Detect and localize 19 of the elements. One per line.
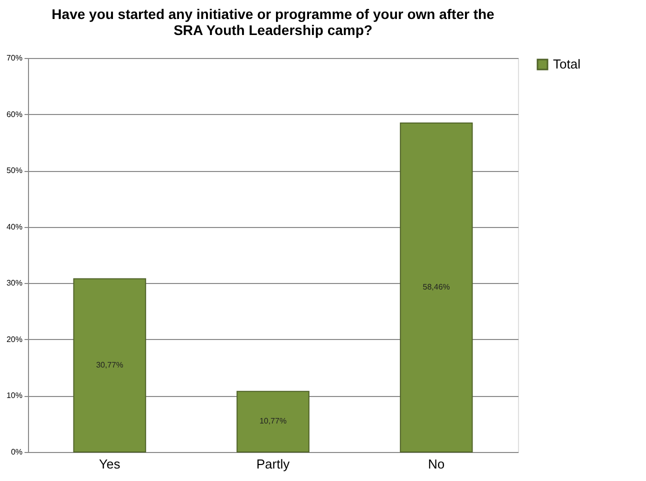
legend-label: Total xyxy=(553,56,581,72)
y-tick-label: 60% xyxy=(6,110,22,119)
y-tick-label: 70% xyxy=(6,54,22,62)
data-label: 30,77% xyxy=(96,360,124,370)
chart-title: Have you started any initiative or programme of your own after the SRA Youth Leadership camp? xyxy=(52,6,495,38)
x-tick-label: Partly xyxy=(256,456,290,472)
y-tick-label: 0% xyxy=(10,448,22,456)
bar xyxy=(400,122,473,452)
y-tick-label: 40% xyxy=(6,222,22,232)
data-label: 58,46% xyxy=(422,282,450,292)
y-tick-label: 50% xyxy=(6,166,22,176)
y-tick-label: 10% xyxy=(6,391,22,400)
x-tick-label: Yes xyxy=(99,456,121,472)
data-label: 10,77% xyxy=(259,416,287,426)
y-tick-label: 20% xyxy=(6,334,22,344)
x-tick-label: No xyxy=(428,456,445,472)
y-tick-label: 30% xyxy=(6,278,22,288)
bar xyxy=(73,278,146,452)
bar xyxy=(236,390,310,452)
